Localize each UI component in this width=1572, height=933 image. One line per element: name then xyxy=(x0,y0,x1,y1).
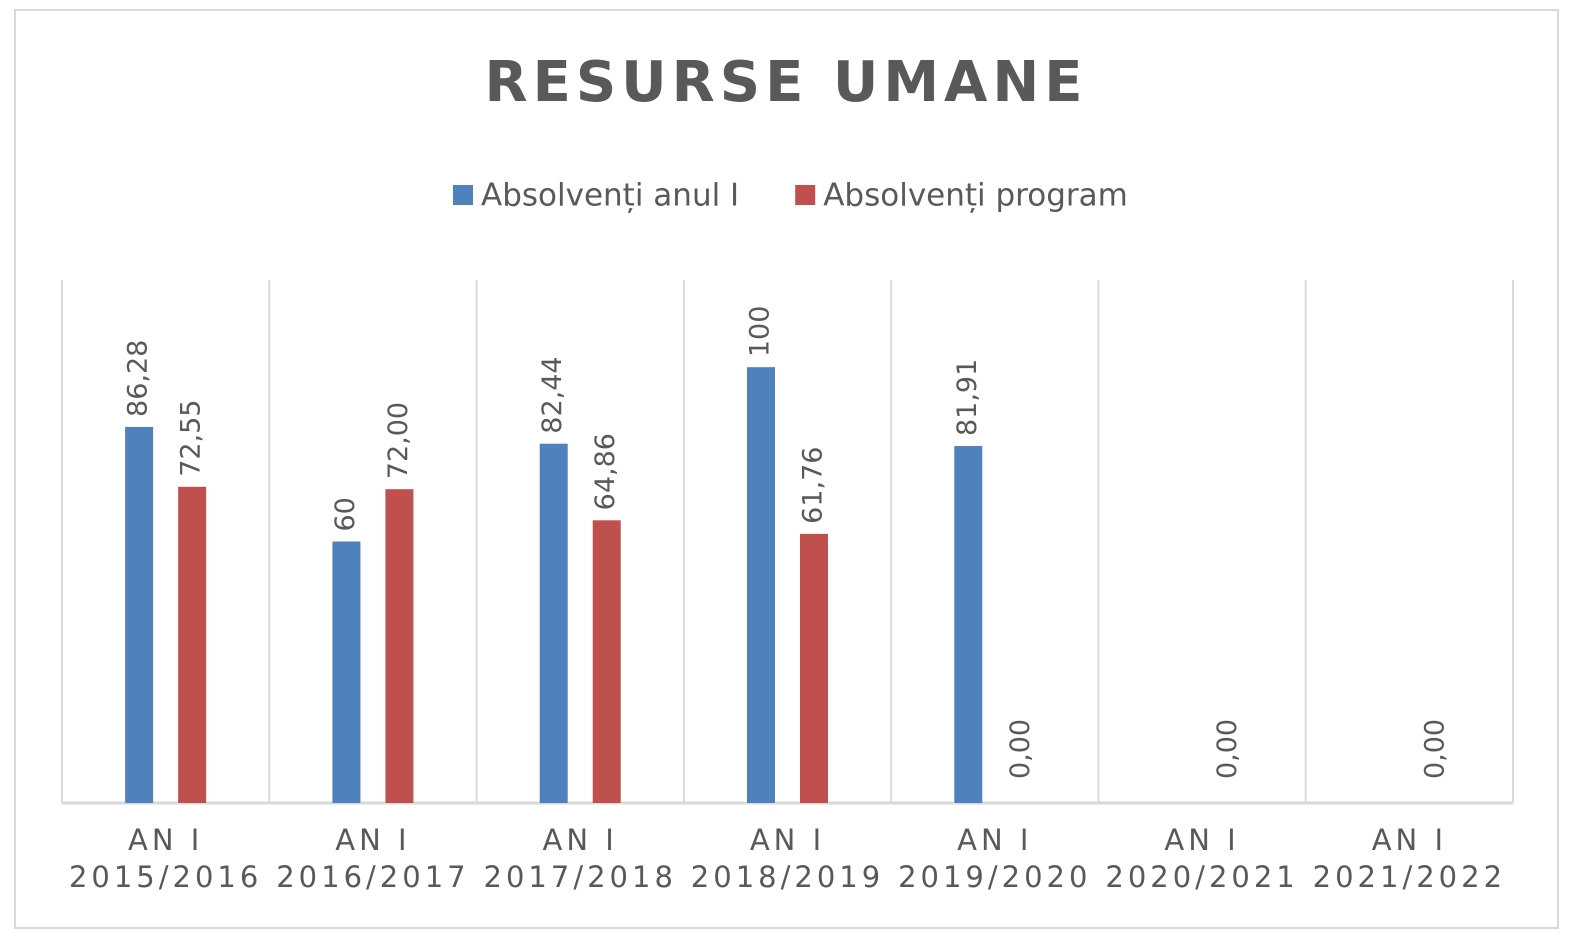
x-tick-label-line: AN I xyxy=(1164,823,1239,857)
x-tick-label: AN I 2017/2018 xyxy=(484,823,677,894)
data-label: 100 xyxy=(745,306,776,358)
data-label: 81,91 xyxy=(952,359,983,436)
x-tick-label-line: AN I xyxy=(1372,823,1447,857)
x-tick-label-line: 2021/2022 xyxy=(1313,860,1506,894)
data-label: 60 xyxy=(330,497,361,531)
x-tick-label-line: 2017/2018 xyxy=(484,860,677,894)
bar xyxy=(747,367,775,803)
x-tick-label-line: AN I xyxy=(750,823,825,857)
x-tick-label-line: 2015/2016 xyxy=(69,860,262,894)
chart-title: RESURSE UMANE xyxy=(484,50,1087,115)
x-tick-label-line: AN I xyxy=(543,823,618,857)
bar xyxy=(592,520,621,803)
data-label: 0,00 xyxy=(1005,719,1036,779)
data-label: 72,00 xyxy=(383,402,414,479)
legend-swatch xyxy=(795,185,816,205)
data-label: 72,55 xyxy=(176,400,207,477)
data-label: 0,00 xyxy=(1419,719,1450,779)
x-tick-label-line: AN I xyxy=(957,823,1032,857)
bar xyxy=(178,486,207,803)
chart-frame xyxy=(14,9,1559,929)
bar xyxy=(954,446,983,803)
bar xyxy=(385,489,414,803)
data-label: 61,76 xyxy=(798,447,829,524)
x-tick-label: AN I 2018/2019 xyxy=(691,823,884,894)
x-tick-label: AN I 2016/2017 xyxy=(276,823,469,894)
bar xyxy=(800,533,828,803)
legend-label: Absolvenți anul I xyxy=(481,178,739,214)
data-label: 0,00 xyxy=(1212,719,1243,779)
bar xyxy=(125,426,154,803)
x-tick-label-line: AN I xyxy=(335,823,410,857)
bar xyxy=(539,443,568,803)
legend-swatch xyxy=(453,185,473,205)
x-tick-label-line: AN I xyxy=(128,823,203,857)
data-label: 86,28 xyxy=(123,340,154,417)
x-tick-label: AN I 2015/2016 xyxy=(69,823,262,894)
data-label: 64,86 xyxy=(590,433,621,510)
x-tick-label-line: 2018/2019 xyxy=(691,860,884,894)
data-label: 82,44 xyxy=(537,356,568,433)
x-tick-label: AN I 2020/2021 xyxy=(1105,823,1298,894)
x-tick-label-line: 2016/2017 xyxy=(276,860,469,894)
bar xyxy=(332,541,361,803)
x-tick-label-line: 2020/2021 xyxy=(1105,860,1298,894)
x-tick-label-line: 2019/2020 xyxy=(898,860,1091,894)
x-tick-label: AN I 2019/2020 xyxy=(898,823,1091,894)
legend-label: Absolvenți program xyxy=(823,178,1128,214)
x-tick-label: AN I 2021/2022 xyxy=(1313,823,1506,894)
